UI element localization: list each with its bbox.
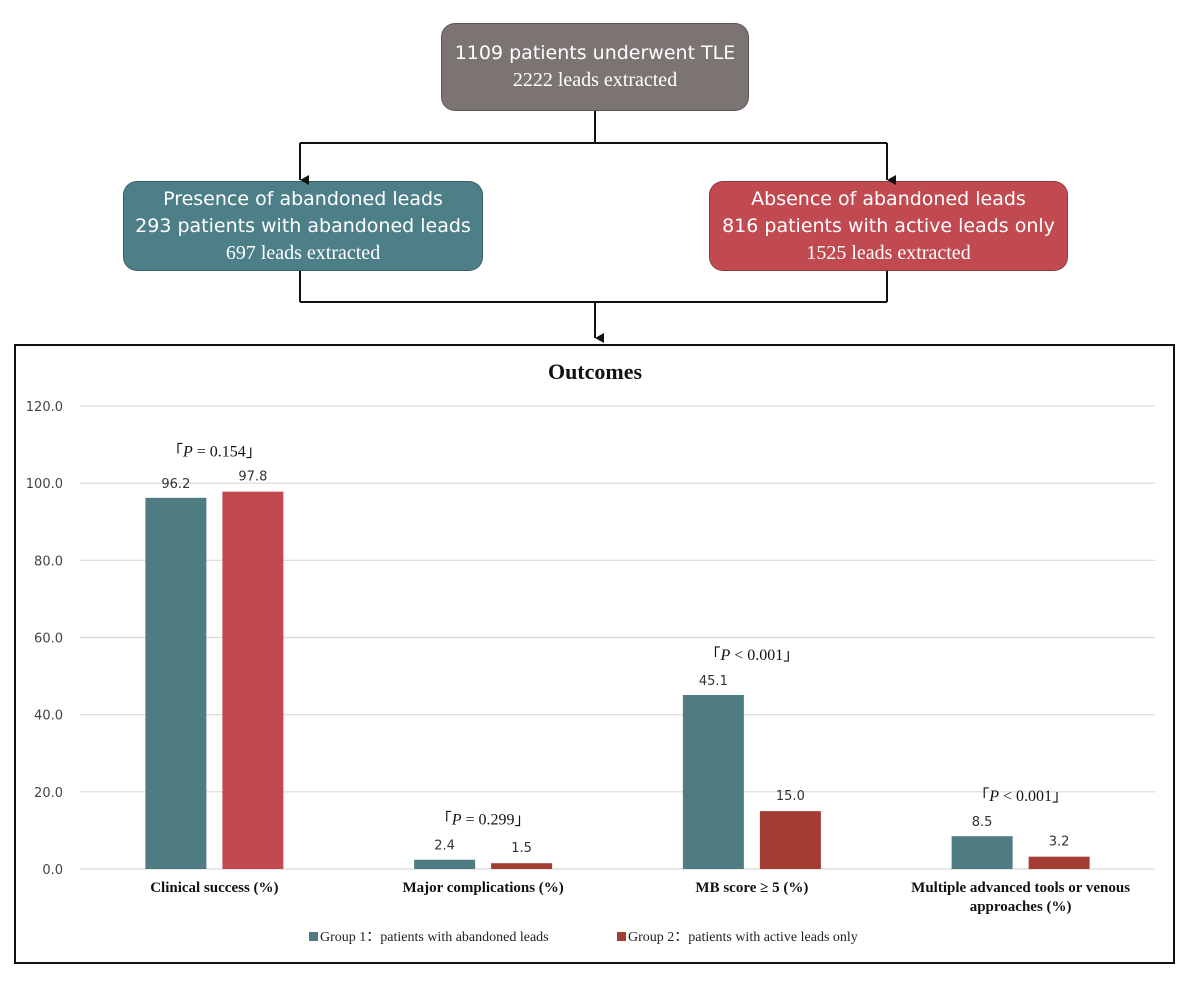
bar-label-group-2: 15.0	[776, 789, 805, 804]
bar-label-group-1: 2.4	[434, 839, 455, 854]
legend-swatch-group-2	[617, 932, 626, 941]
x-category-label: approaches (%)	[970, 899, 1072, 915]
bar-label-group-2: 97.8	[238, 470, 267, 485]
bar-group-1	[682, 694, 744, 869]
flow-connectors	[299, 111, 896, 343]
active-leads-extracted: 1525 leads extracted	[806, 241, 971, 264]
y-tick-label: 120.0	[26, 400, 63, 415]
p-value-label: 「P = 0.299」	[436, 811, 531, 829]
bar-label-group-1: 45.1	[699, 674, 728, 689]
abandoned-patients-text: 293 patients with abandoned leads	[135, 214, 471, 237]
total-leads-text: 2222 leads extracted	[512, 69, 678, 91]
bar-group-2	[222, 491, 284, 869]
bar-label-group-2: 1.5	[511, 841, 532, 856]
y-tick-label: 100.0	[26, 477, 63, 492]
legend-label-group-1: Group 1：patients with abandoned leads	[320, 930, 549, 945]
bar-group-2	[491, 863, 553, 869]
bar-group-2	[759, 811, 821, 869]
bar-label-group-2: 3.2	[1049, 835, 1070, 850]
active-leads-box: Absence of abandoned leads 816 patients …	[709, 181, 1068, 271]
x-category-label: Major complications (%)	[402, 880, 563, 896]
x-category-label: MB score ≥ 5 (%)	[695, 880, 808, 896]
abandoned-leads-box: Presence of abandoned leads 293 patients…	[123, 181, 483, 271]
active-leads-title: Absence of abandoned leads	[751, 187, 1026, 210]
x-category-label: Multiple advanced tools or venous	[911, 880, 1130, 896]
bar-group-1	[145, 497, 207, 869]
abandoned-leads-title: Presence of abandoned leads	[163, 187, 443, 210]
p-value-label: 「P < 0.001」	[704, 646, 799, 664]
bar-group-1	[951, 836, 1013, 869]
abandoned-leads-extracted: 697 leads extracted	[225, 241, 381, 264]
y-tick-label: 0.0	[42, 863, 63, 878]
y-tick-label: 80.0	[34, 554, 63, 569]
y-tick-label: 40.0	[34, 709, 63, 724]
p-value-label: 「P = 0.154」	[167, 443, 262, 461]
y-tick-label: 20.0	[34, 786, 63, 801]
bars	[145, 491, 1090, 869]
x-axis-category-labels: Clinical success (%) Major complications …	[150, 880, 1130, 915]
x-category-label: Clinical success (%)	[150, 880, 278, 896]
bar-group-2	[1028, 856, 1090, 869]
legend-swatch-group-1	[309, 932, 318, 941]
bar-group-1	[414, 859, 476, 869]
p-value-label: 「P < 0.001」	[973, 787, 1068, 805]
bar-label-group-1: 8.5	[972, 815, 993, 830]
chart-title: Outcomes	[548, 359, 643, 384]
bar-label-group-1: 96.2	[161, 477, 190, 492]
active-patients-text: 816 patients with active leads only	[722, 214, 1055, 237]
y-tick-label: 60.0	[34, 632, 63, 647]
legend-label-group-2: Group 2：patients with active leads only	[628, 930, 858, 945]
tle-patients-box: 1109 patients underwent TLE 2222 leads e…	[441, 23, 749, 111]
legend: Group 1：patients with abandoned leads Gr…	[309, 930, 858, 945]
tle-patients-text: 1109 patients underwent TLE	[454, 42, 736, 64]
bar-value-labels: 96.2 97.8 2.4 1.5 45.1 15.0 8.5 3.2	[161, 470, 1069, 857]
p-value-annotations: 「P = 0.154」「P = 0.299」「P < 0.001」「P < 0.…	[167, 443, 1068, 829]
y-axis-tick-labels: 0.0 20.0 40.0 60.0 80.0 100.0 120.0	[26, 400, 63, 878]
